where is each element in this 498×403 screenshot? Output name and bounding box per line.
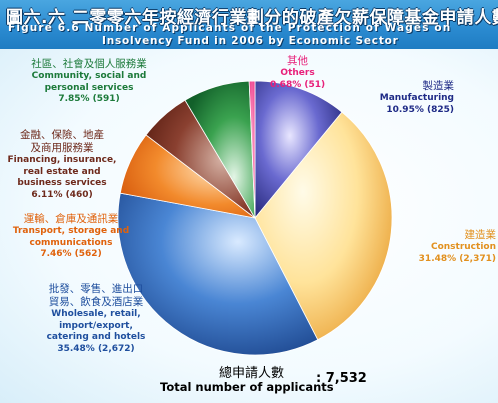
label-others: 其他 Others 0.68% (51) xyxy=(270,55,325,91)
label-community: 社區、社會及個人服務業 Community, social and person… xyxy=(20,58,158,106)
label-community-en-line1: Community, social and xyxy=(31,71,147,81)
label-wholesale-zh-line2: 貿易、飲食及酒店業 xyxy=(48,296,144,308)
label-financing: 金融、保險、地產 及商用服務業 Financing, insurance, re… xyxy=(4,129,120,201)
label-wholesale-value: 35.48% (2,672) xyxy=(57,343,135,354)
label-construction-en: Construction xyxy=(430,242,496,252)
label-wholesale: 批發、零售、進出口 貿易、飲食及酒店業 Wholesale, retail, i… xyxy=(28,283,164,355)
label-community-value: 7.85% (591) xyxy=(58,94,120,104)
label-others-zh: 其他 xyxy=(287,55,309,67)
label-financing-en-line2: real estate and xyxy=(23,166,101,177)
label-transport-en-line2: communications xyxy=(29,237,113,248)
chart-title-en-line2: Insolvency Fund in 2006 by Economic Sect… xyxy=(102,35,399,47)
label-financing-en-line1: Financing, insurance, xyxy=(7,155,117,165)
label-financing-value: 6.11% (460) xyxy=(31,189,93,200)
label-others-value: 0.68% (51) xyxy=(270,79,326,90)
total-label-en: Total number of applicants xyxy=(160,380,334,394)
label-community-zh: 社區、社會及個人服務業 xyxy=(31,58,147,70)
pie-slice-others xyxy=(248,80,256,219)
label-construction: 建造業 Construction 31.48% (2,371) xyxy=(390,229,496,265)
total-value: : 7,532 xyxy=(316,371,367,386)
label-financing-zh-line2: 及商用服務業 xyxy=(30,142,94,154)
label-wholesale-en-line1: Wholesale, retail, xyxy=(51,309,141,319)
label-transport-value: 7.46% (562) xyxy=(40,249,102,259)
label-transport-en-line1: Transport, storage and xyxy=(12,226,130,236)
label-others-en: Others xyxy=(280,68,315,78)
label-wholesale-en-line2: import/export, xyxy=(59,320,133,331)
pie-slice-wholesale xyxy=(117,192,319,356)
label-manufacturing-value: 10.95% (825) xyxy=(386,104,454,115)
label-financing-zh-line1: 金融、保險、地產 xyxy=(20,129,104,141)
label-wholesale-en-line3: catering and hotels xyxy=(46,332,146,342)
chart-title-zh: 圖六.六 二零零六年按經濟行業劃分的破產欠薪保障基金申請人數 xyxy=(6,8,498,28)
chart-header: 圖六.六 二零零六年按經濟行業劃分的破產欠薪保障基金申請人數 Figure 6.… xyxy=(0,0,498,49)
label-manufacturing-zh: 製造業 xyxy=(422,80,455,92)
total-label-zh: 總申請人數 xyxy=(219,366,285,381)
label-manufacturing: 製造業 Manufacturing 10.95% (825) xyxy=(372,80,454,116)
label-transport-zh: 運輸、倉庫及通訊業 xyxy=(23,213,119,225)
label-wholesale-zh-line1: 批發、零售、進出口 xyxy=(48,283,144,295)
label-financing-en-line3: business services xyxy=(17,178,107,188)
pie-slice-construction xyxy=(254,111,393,341)
label-transport: 運輸、倉庫及通訊業 Transport, storage and communi… xyxy=(10,213,132,261)
label-community-en-line2: personal services xyxy=(44,82,134,93)
label-manufacturing-en: Manufacturing xyxy=(379,93,454,103)
label-construction-value: 31.48% (2,371) xyxy=(418,253,496,264)
label-construction-zh: 建造業 xyxy=(464,229,497,241)
chart-title-en-line1: Figure 6.6 Number of Applicants of the P… xyxy=(8,22,452,34)
pie-slice-manufacturing xyxy=(254,80,343,220)
